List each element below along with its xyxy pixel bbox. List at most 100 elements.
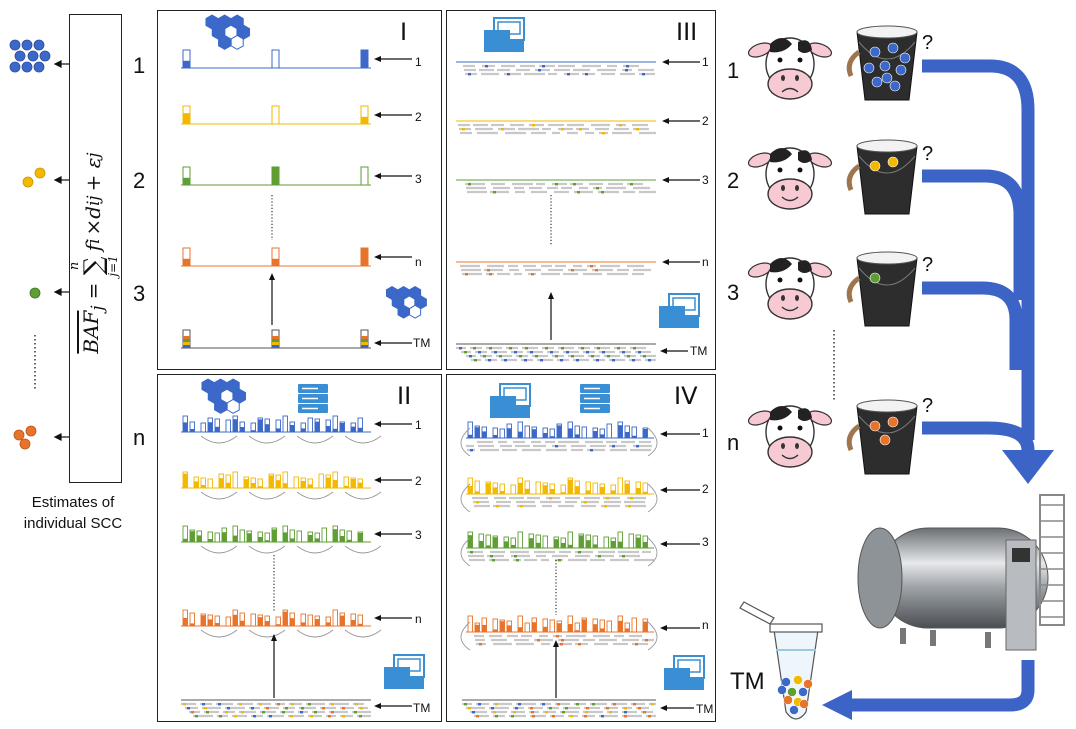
- panel-IV-arcs: [460, 427, 658, 457]
- hexagon-cluster-icon: [201, 378, 247, 414]
- panel-III-tm-arrow: [660, 348, 688, 354]
- caption: Estimates of individual SCC: [0, 492, 146, 534]
- cow-label-1: 1: [727, 58, 740, 83]
- panel-II-row-arrow: [374, 615, 412, 621]
- sample-dots: [9, 39, 70, 450]
- panel-IV-row-n: n: [702, 618, 709, 632]
- panel-II-up-arrow: [271, 634, 277, 698]
- panel-III-reads: [456, 261, 656, 276]
- panel-I-tm-segment: [361, 342, 368, 345]
- question-mark-3: ?: [922, 254, 934, 276]
- flow-arrow-1: [922, 59, 1035, 440]
- sequencer-icon: [664, 655, 705, 690]
- left-label-1: 1: [133, 53, 146, 78]
- panel-III-row-arrow: [662, 118, 700, 124]
- panel-IV-reads: [466, 437, 654, 452]
- panel-I-tm-segment: [183, 345, 190, 348]
- panel-III-row-n: n: [702, 255, 709, 269]
- flow-arrow-n: [922, 421, 1035, 451]
- panel-II-tm-reads: [181, 699, 371, 718]
- panel-III-reads: [456, 61, 656, 76]
- panel-II-row-arrow: [374, 531, 412, 537]
- question-mark-1: ?: [922, 32, 934, 54]
- panel-I-row-arrow: [374, 112, 412, 118]
- panel-IV-up-arrow: [553, 640, 559, 698]
- left-label-2: 2: [133, 168, 146, 193]
- flow-arrow-tm: [850, 660, 1035, 712]
- panel-IV-reads: [466, 631, 654, 646]
- cow-label-2: 2: [727, 168, 740, 193]
- panel-I-bar-fill: [272, 258, 279, 266]
- panel-I-bar-fill: [183, 177, 190, 185]
- cow-3: [747, 257, 833, 320]
- panel-IV-arcs: [460, 483, 658, 513]
- panel-IV-tm-arrow: [660, 705, 694, 711]
- panel-I-tm-segment: [272, 345, 279, 348]
- panel-II-row-2: 2: [415, 474, 422, 488]
- panel-II-bars: [181, 471, 382, 500]
- panel-III-label: III: [676, 18, 698, 46]
- formula-box: [69, 14, 122, 483]
- sequencer-icon: [490, 383, 531, 418]
- panel-IV-row-arrow: [660, 541, 700, 547]
- cow-label-n: n: [727, 430, 740, 455]
- panel-I-row-1: 1: [415, 55, 422, 69]
- panel-I-tm-segment: [272, 342, 279, 345]
- sequencer-icon: [659, 293, 700, 328]
- panel-I-tm-segment: [361, 336, 368, 339]
- milk-bucket-1: [846, 25, 918, 101]
- dots-blue: [9, 39, 51, 73]
- hexagon-cluster-icon: [205, 14, 251, 50]
- panel-II-row-arrow: [374, 477, 412, 483]
- panel-I-row-arrow: [374, 173, 412, 179]
- panel-II-row-3: 3: [415, 528, 422, 542]
- milk-bucket-2: [846, 139, 918, 215]
- panel-III-tm-reads: [456, 343, 656, 362]
- panel-II-bars: [181, 609, 382, 638]
- panel-I-tm-segment: [183, 336, 190, 339]
- panel-III-row-3: 3: [702, 173, 709, 187]
- panel-I-bar-outline: [271, 105, 280, 125]
- panel-I-bar-fill: [183, 113, 190, 124]
- milk-bucket-n: [846, 399, 918, 475]
- dots-green: [29, 287, 41, 299]
- panel-II-tm-arrow: [374, 703, 412, 709]
- panel-I-bar-outline: [271, 49, 280, 69]
- panel-IV-row-arrow: [660, 431, 700, 437]
- milk-tank: [857, 494, 1065, 651]
- panel-I-tm-segment: [361, 339, 368, 342]
- hexagon-cluster-icon: [385, 286, 427, 319]
- cow-1-sad: [747, 37, 833, 100]
- panel-IV-row-1: 1: [702, 426, 709, 440]
- flow-arrow-2: [922, 169, 1027, 300]
- left-label-3: 3: [133, 281, 146, 306]
- test-tube: [739, 601, 823, 720]
- panel-I-row-n: n: [415, 255, 422, 269]
- panel-I: [157, 10, 442, 370]
- dots-orange: [13, 425, 37, 450]
- dot-arrows: [53, 60, 70, 441]
- panel-I-bar-fill: [361, 50, 368, 68]
- panel-IV-arcs: [460, 621, 658, 651]
- flow-arrow-3: [922, 281, 1023, 370]
- panel-IV-reads: [466, 547, 654, 562]
- server-icon: [580, 384, 610, 413]
- panel-I-tm-segment: [361, 345, 368, 348]
- panel-I-bar-outline: [360, 166, 369, 186]
- left-label-n: n: [133, 425, 146, 450]
- panel-IV-bars: [466, 531, 654, 549]
- caption-line-2: individual SCC: [23, 515, 123, 532]
- panel-III-tm: TM: [690, 344, 708, 358]
- panel-I-row-arrow: [374, 56, 412, 62]
- caption-line-1: Estimates of: [31, 494, 115, 511]
- cow-2: [747, 147, 833, 210]
- panel-II-row-1: 1: [415, 418, 422, 432]
- milk-bucket-3: [846, 251, 918, 327]
- panel-I-label: I: [400, 18, 408, 46]
- panel-II-bars: [181, 415, 382, 444]
- panel-I-tm-segment: [183, 339, 190, 342]
- panel-I-tm-arrow: [374, 340, 412, 346]
- panel-IV-row-2: 2: [702, 482, 709, 496]
- panel-II-bars: [181, 525, 382, 554]
